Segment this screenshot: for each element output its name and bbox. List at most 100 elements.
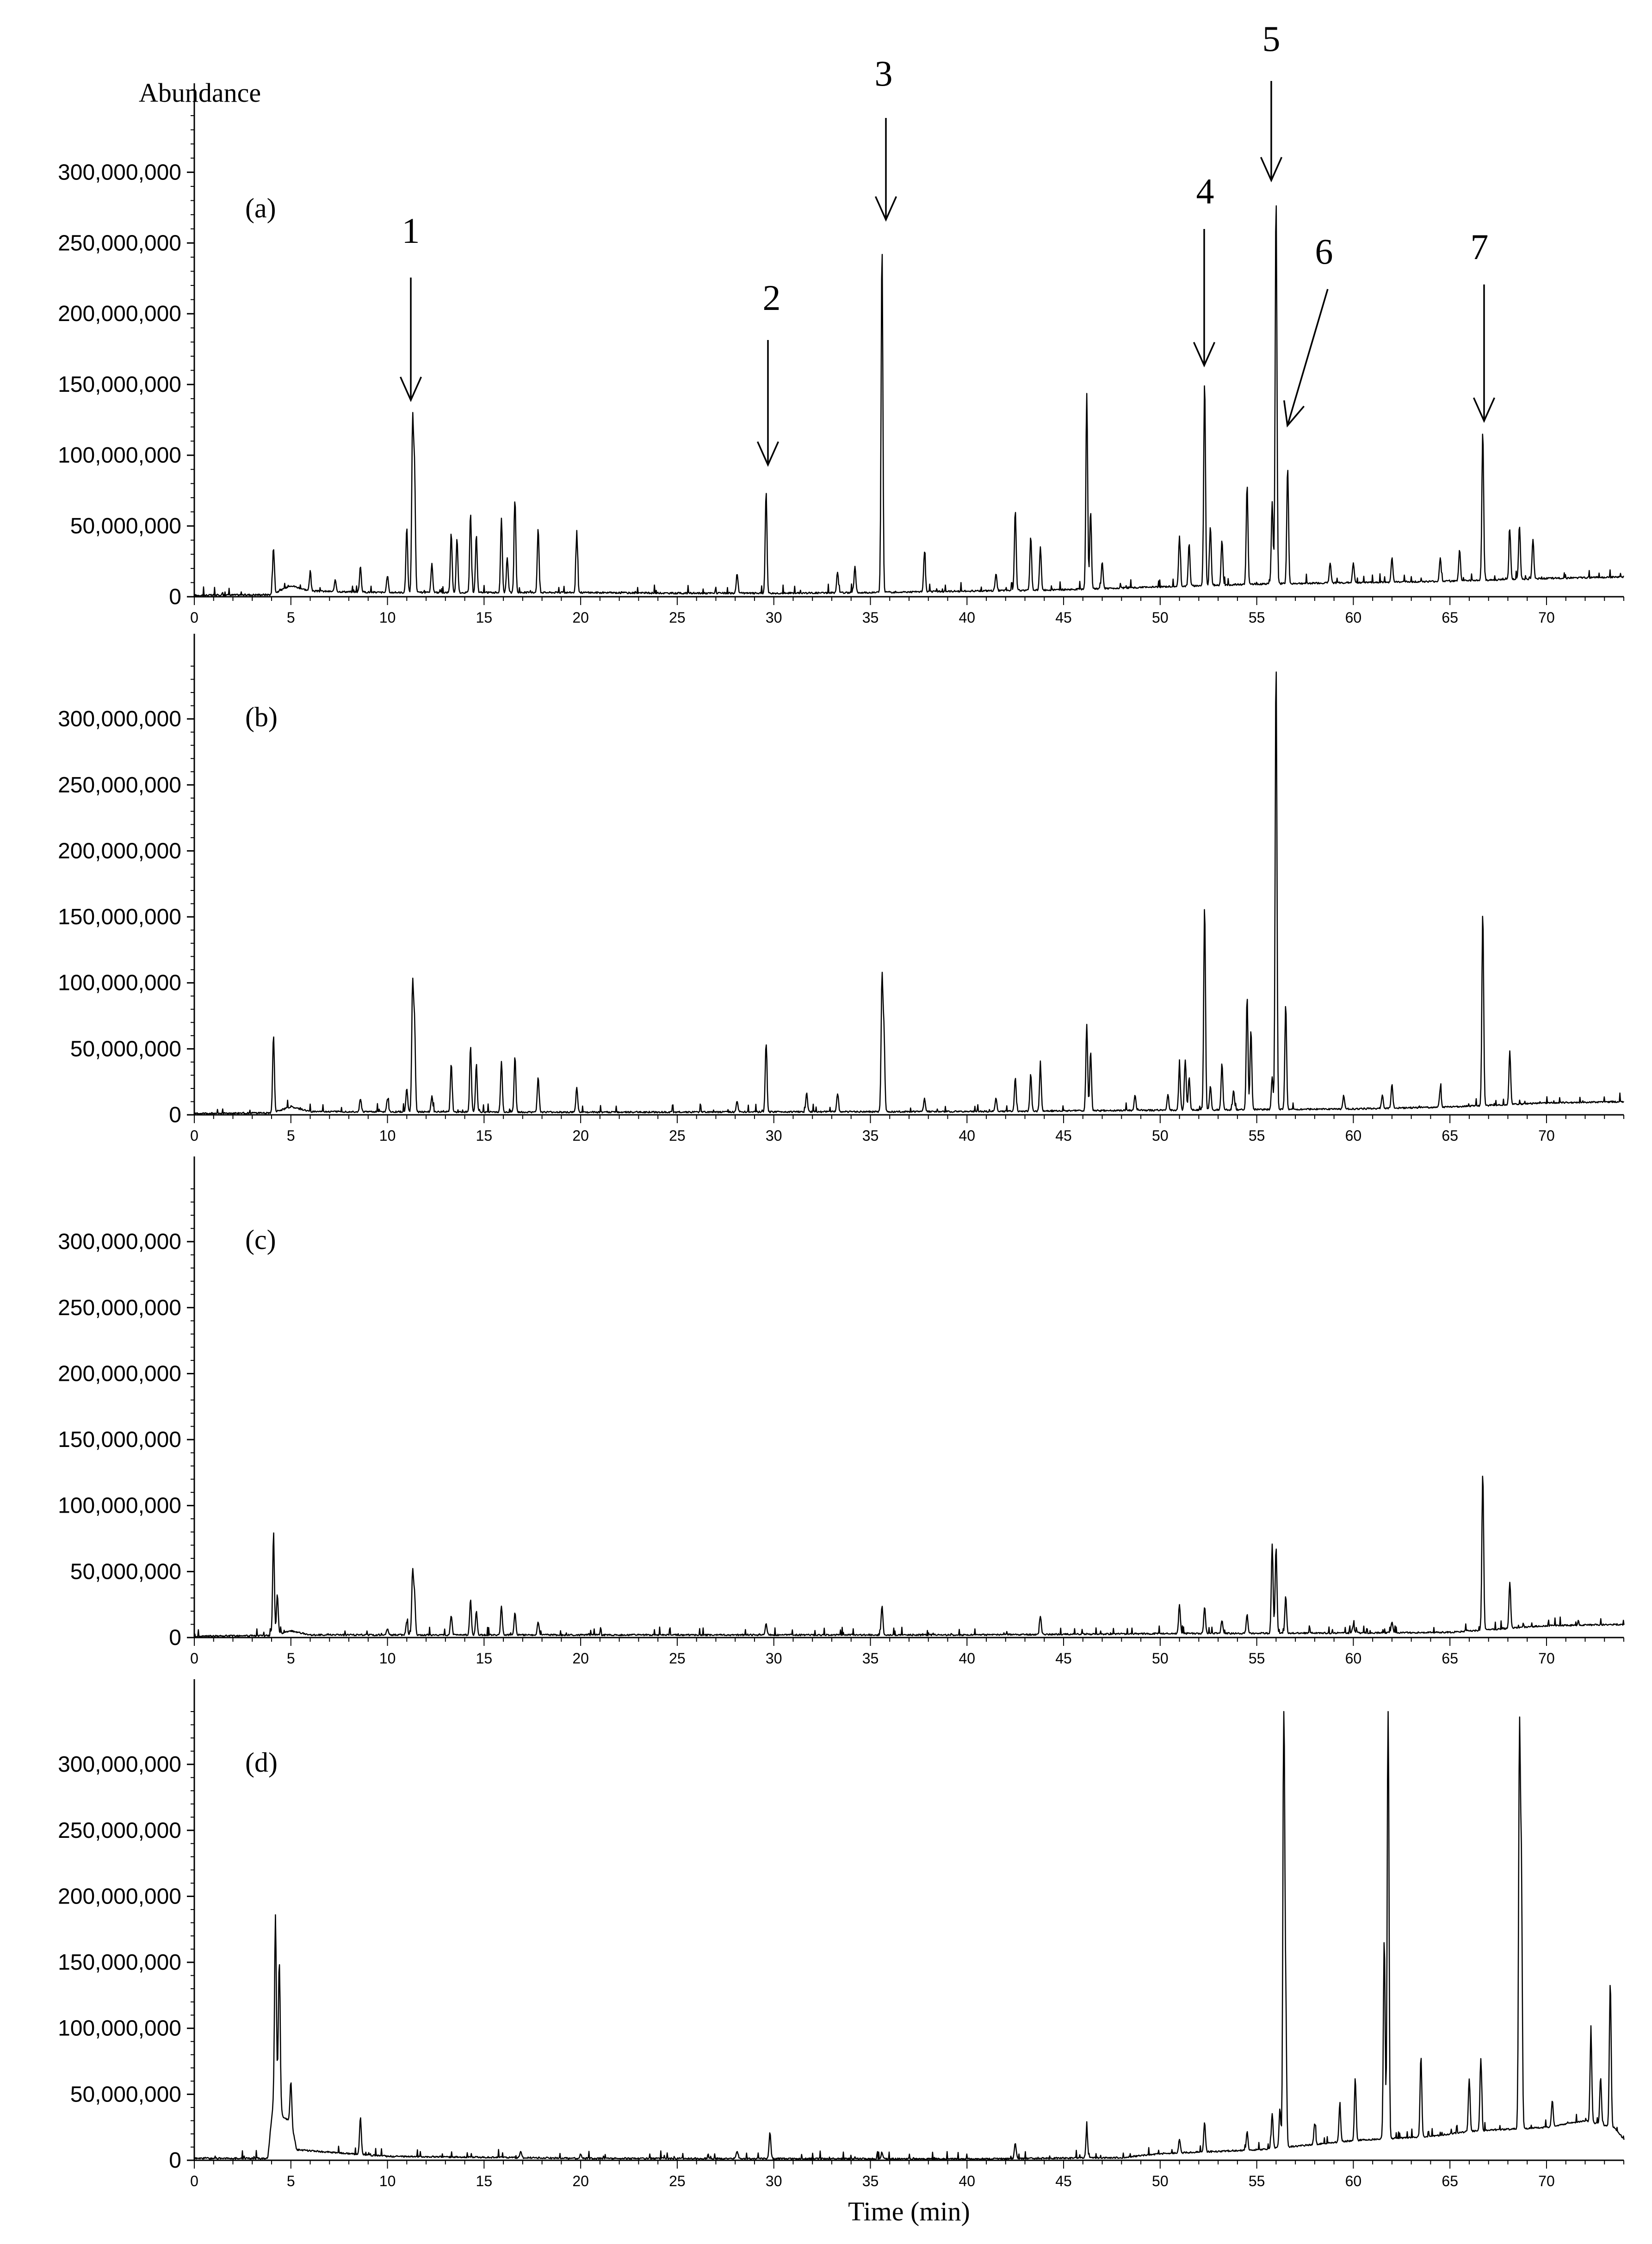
y-tick-label: 300,000,000 — [58, 160, 181, 185]
arrow-head — [1193, 342, 1216, 368]
x-tick-label: 35 — [862, 1650, 879, 1667]
panel-label: (b) — [245, 702, 278, 732]
x-tick-label: 70 — [1538, 1650, 1555, 1667]
x-tick-label: 25 — [669, 609, 686, 626]
y-tick-label: 50,000,000 — [70, 2082, 181, 2107]
y-tick-label: 100,000,000 — [58, 443, 181, 468]
x-tick-label: 60 — [1345, 1127, 1362, 1144]
x-tick-label: 40 — [959, 2173, 975, 2189]
x-tick-label: 0 — [190, 2173, 198, 2189]
y-tick-label: 150,000,000 — [58, 372, 181, 397]
peak-annotation-5: 5 — [1260, 19, 1283, 183]
peak-annotation-1: 1 — [399, 210, 422, 402]
arrow-head — [874, 196, 897, 222]
x-tick-label: 20 — [572, 2173, 589, 2189]
y-tick-label: 50,000,000 — [70, 1037, 181, 1061]
arrow-shaft — [1287, 289, 1329, 426]
y-tick-label: 100,000,000 — [58, 971, 181, 995]
y-tick-label: 250,000,000 — [58, 773, 181, 797]
x-tick-label: 5 — [287, 1127, 295, 1144]
x-tick-label: 55 — [1249, 609, 1265, 626]
y-tick-label: 300,000,000 — [58, 1752, 181, 1777]
y-tick-label: 150,000,000 — [58, 1428, 181, 1452]
x-tick-label: 10 — [379, 2173, 396, 2189]
y-tick-label: 50,000,000 — [70, 1559, 181, 1584]
peak-number-label: 7 — [1471, 227, 1489, 267]
x-tick-label: 45 — [1055, 609, 1072, 626]
panel-label: (c) — [245, 1224, 276, 1255]
peak-number-label: 1 — [402, 210, 420, 251]
y-tick-label: 150,000,000 — [58, 1950, 181, 1975]
panel-2: 0 50,000,000 100,000,000 150,000,000 200,000… — [58, 1156, 1625, 1667]
x-tick-label: 15 — [476, 1650, 493, 1667]
y-tick-label: 200,000,000 — [58, 839, 181, 863]
x-tick-label: 70 — [1538, 2173, 1555, 2189]
peak-annotation-6: 6 — [1283, 231, 1333, 428]
x-tick-label: 55 — [1249, 1127, 1265, 1144]
x-tick-label: 10 — [379, 1650, 396, 1667]
panel-0: 0 50,000,000 100,000,000 150,000,000 200,000… — [58, 19, 1624, 626]
x-tick-label: 50 — [1152, 1127, 1169, 1144]
x-tick-label: 15 — [476, 609, 493, 626]
x-tick-label: 0 — [190, 609, 198, 626]
x-tick-label: 40 — [959, 1127, 975, 1144]
y-tick-label: 0 — [169, 1626, 181, 1650]
y-tick-label: 250,000,000 — [58, 231, 181, 255]
x-tick-label: 50 — [1152, 609, 1169, 626]
x-tick-label: 15 — [476, 1127, 493, 1144]
y-tick-label: 300,000,000 — [58, 1230, 181, 1254]
x-axis-title: Time (min) — [848, 2196, 970, 2226]
x-tick-label: 10 — [379, 609, 396, 626]
x-tick-label: 30 — [766, 609, 782, 626]
x-tick-label: 30 — [766, 2173, 782, 2189]
x-tick-label: 70 — [1538, 609, 1555, 626]
y-tick-label: 200,000,000 — [58, 1884, 181, 1909]
panel-label: (a) — [245, 193, 276, 223]
panel-3: 0 50,000,000 100,000,000 150,000,000 200,000… — [58, 1679, 1625, 2189]
y-tick-label: 300,000,000 — [58, 707, 181, 731]
arrow-head — [1473, 397, 1496, 423]
x-tick-label: 35 — [862, 2173, 879, 2189]
y-tick-label: 50,000,000 — [70, 514, 181, 538]
arrow-head — [756, 441, 780, 467]
x-tick-label: 65 — [1442, 2173, 1458, 2189]
x-tick-label: 60 — [1345, 1650, 1362, 1667]
y-tick-label: 0 — [169, 1103, 181, 1127]
x-tick-label: 55 — [1249, 1650, 1265, 1667]
x-tick-label: 25 — [669, 1650, 686, 1667]
x-tick-label: 40 — [959, 609, 975, 626]
y-tick-label: 200,000,000 — [58, 302, 181, 326]
x-tick-label: 20 — [572, 609, 589, 626]
y-tick-label: 200,000,000 — [58, 1361, 181, 1386]
x-tick-label: 25 — [669, 1127, 686, 1144]
x-tick-label: 60 — [1345, 2173, 1362, 2189]
x-tick-label: 45 — [1055, 1127, 1072, 1144]
x-tick-label: 35 — [862, 609, 879, 626]
x-tick-label: 30 — [766, 1127, 782, 1144]
peak-annotation-3: 3 — [874, 53, 897, 222]
panel-label: (d) — [245, 1747, 278, 1778]
x-tick-label: 35 — [862, 1127, 879, 1144]
panels-group: 050,000,000100,000,000150,000,000200,000… — [58, 19, 1625, 2189]
x-tick-label: 5 — [287, 2173, 295, 2189]
x-tick-label: 5 — [287, 1650, 295, 1667]
x-tick-label: 20 — [572, 1650, 589, 1667]
x-tick-label: 40 — [959, 1650, 975, 1667]
y-tick-label: 0 — [169, 585, 181, 609]
chromatogram-trace — [194, 1711, 1625, 2160]
arrow-head — [1283, 400, 1305, 428]
y-tick-label: 100,000,000 — [58, 1494, 181, 1518]
y-axis-title: Abundance — [139, 78, 261, 108]
chromatogram-trace — [194, 671, 1624, 1115]
x-tick-label: 10 — [379, 1127, 396, 1144]
arrow-head — [1260, 157, 1283, 183]
x-tick-label: 45 — [1055, 1650, 1072, 1667]
y-tick-label: 100,000,000 — [58, 2016, 181, 2041]
x-tick-label: 5 — [287, 609, 295, 626]
y-tick-label: 150,000,000 — [58, 905, 181, 929]
y-tick-label: 0 — [169, 2148, 181, 2173]
x-tick-label: 50 — [1152, 1650, 1169, 1667]
peak-number-label: 5 — [1262, 19, 1281, 59]
